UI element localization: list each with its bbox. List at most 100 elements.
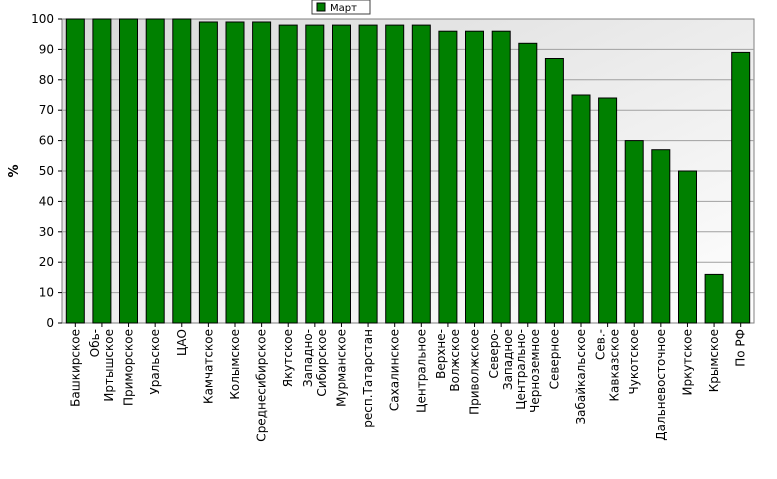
- x-tick-label-line: ЦАО: [175, 329, 189, 356]
- y-tick-label: 40: [39, 194, 54, 208]
- x-tick-label: Дальневосточное: [654, 329, 668, 441]
- y-tick-label: 0: [46, 316, 54, 330]
- x-tick-label-line: Иркутское: [681, 329, 695, 396]
- x-tick-label: Верхне- Волжское: [434, 329, 462, 392]
- x-tick-label: Центральное: [414, 329, 428, 413]
- x-tick-label: Среднесибирское: [255, 329, 269, 442]
- x-tick-label-line: Забайкальское: [574, 329, 588, 425]
- x-tick-label-line: Обь-: [88, 329, 102, 357]
- bar[interactable]: [411, 24, 431, 324]
- x-tick-label-line: Крымское: [707, 329, 721, 392]
- x-tick-label-line: Дальневосточное: [654, 329, 668, 441]
- x-axis-labels: Башкирское Обь- Иртышское Приморское Уральск…: [68, 323, 748, 442]
- x-tick-label-line: Кавказское: [608, 329, 622, 402]
- bars: [65, 18, 751, 324]
- y-tick-label: 70: [39, 103, 54, 117]
- x-tick-label-line: Чукотское: [627, 329, 641, 394]
- x-tick-label: Обь- Иртышское: [88, 329, 116, 402]
- x-tick-label-line: Колымское: [228, 329, 242, 400]
- x-tick-label-line: Приморское: [122, 329, 136, 406]
- legend-series-name: Март: [330, 3, 357, 14]
- bar[interactable]: [731, 51, 751, 324]
- x-tick-label: Северо- Западное: [487, 329, 515, 390]
- x-tick-label-line: Сахалинское: [388, 329, 402, 411]
- bar[interactable]: [119, 18, 138, 324]
- legend-box: [311, 0, 371, 15]
- bar[interactable]: [571, 94, 591, 324]
- x-tick-label: Якутское: [281, 329, 295, 387]
- x-tick-label-line: Центральное: [414, 329, 428, 413]
- y-tick-label: 30: [39, 225, 54, 239]
- y-tick-label: 90: [39, 42, 54, 56]
- bar[interactable]: [172, 18, 192, 324]
- x-tick-label: Чукотское: [627, 329, 641, 394]
- x-tick-label: Сахалинское: [388, 329, 402, 411]
- x-tick-label-line: Северо-: [487, 329, 501, 379]
- x-tick-label-line: По РФ: [734, 329, 748, 367]
- x-tick-label-line: Сев.-: [594, 329, 608, 360]
- x-tick-label-line: Сибирское: [315, 329, 329, 397]
- y-axis-ticks: 0 10 20 30 40 50 60 70 80 90 100: [31, 12, 62, 330]
- bar[interactable]: [385, 24, 405, 324]
- y-tick-label: 10: [39, 286, 54, 300]
- y-tick-label: 20: [39, 255, 54, 269]
- x-tick-label: Северное: [547, 329, 561, 389]
- x-tick-label-line: Иртышское: [102, 329, 116, 402]
- bar[interactable]: [438, 30, 458, 324]
- bar[interactable]: [624, 140, 644, 324]
- x-tick-label-line: Уральское: [148, 329, 162, 395]
- bar[interactable]: [651, 149, 671, 324]
- x-tick-label: Западно- Сибирское: [301, 329, 329, 397]
- x-tick-label: Приморское: [122, 329, 136, 406]
- x-tick-label-line: Северное: [547, 329, 561, 389]
- bar[interactable]: [278, 24, 298, 324]
- x-tick-label: респ.Татарстан: [361, 329, 375, 428]
- x-tick-label: Мурманское: [335, 329, 349, 407]
- bar[interactable]: [598, 97, 618, 324]
- x-tick-label-line: Приволжское: [468, 329, 482, 415]
- x-tick-label-line: Центрально-: [514, 329, 528, 410]
- x-tick-label-line: Якутское: [281, 329, 295, 387]
- bar[interactable]: [465, 30, 484, 324]
- legend-swatch: [316, 2, 326, 12]
- bar[interactable]: [305, 24, 325, 324]
- x-tick-label-line: Мурманское: [335, 329, 349, 407]
- x-tick-label: Башкирское: [68, 329, 82, 407]
- x-tick-label: Иркутское: [681, 329, 695, 396]
- bar[interactable]: [252, 21, 272, 324]
- bar[interactable]: [332, 24, 351, 324]
- bar[interactable]: [518, 42, 538, 324]
- x-tick-label-line: Черноземное: [528, 329, 542, 413]
- bar[interactable]: [491, 30, 511, 324]
- legend[interactable]: Март: [311, 0, 371, 15]
- bar[interactable]: [65, 18, 85, 324]
- y-axis-label: %: [7, 164, 22, 177]
- bar[interactable]: [225, 21, 245, 324]
- x-tick-label: Забайкальское: [574, 329, 588, 425]
- x-tick-label: Крымское: [707, 329, 721, 392]
- x-tick-label-line: респ.Татарстан: [361, 329, 375, 428]
- y-tick-label: 50: [39, 164, 54, 178]
- x-tick-label-line: Камчатское: [201, 329, 215, 404]
- bar[interactable]: [544, 58, 564, 324]
- x-tick-label-line: Западно-: [301, 329, 315, 387]
- x-tick-label-line: Башкирское: [68, 329, 82, 407]
- x-tick-label: По РФ: [734, 329, 748, 367]
- x-tick-label: Центрально- Черноземное: [514, 329, 542, 413]
- bar[interactable]: [145, 18, 165, 324]
- y-tick-label: 100: [31, 12, 54, 26]
- x-tick-label: Уральское: [148, 329, 162, 395]
- bar[interactable]: [704, 273, 724, 324]
- x-tick-label: Сев.- Кавказское: [594, 329, 622, 402]
- bar[interactable]: [358, 24, 378, 324]
- bar[interactable]: [198, 21, 218, 324]
- x-tick-label: Приволжское: [468, 329, 482, 415]
- x-tick-label: Камчатское: [201, 329, 215, 404]
- bar[interactable]: [678, 170, 697, 324]
- x-tick-label-line: Среднесибирское: [255, 329, 269, 442]
- x-tick-label: Колымское: [228, 329, 242, 400]
- bar[interactable]: [92, 18, 112, 324]
- x-tick-label-line: Волжское: [448, 329, 462, 392]
